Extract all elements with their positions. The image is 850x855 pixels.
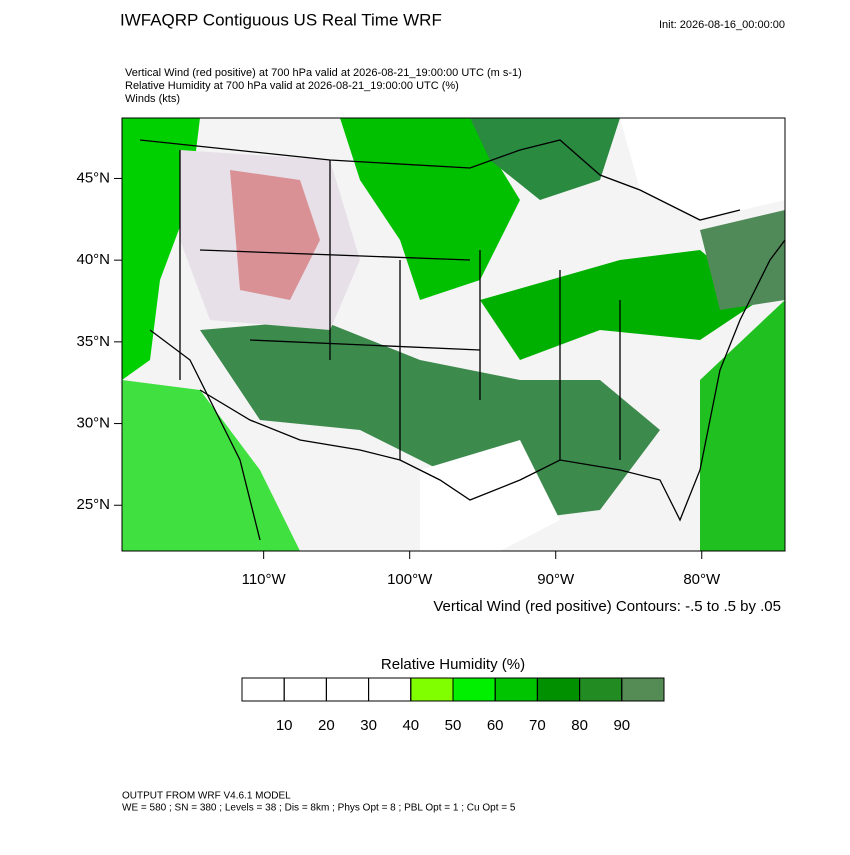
footer: WE = 580 ; SN = 380 ; Levels = 38 ; Dis … (122, 803, 516, 814)
map-frame (121, 117, 786, 552)
colorbar-box (536, 677, 581, 702)
colorbar-tick-label: 60 (487, 717, 504, 734)
humidity-field (122, 118, 785, 551)
colorbar-box (241, 677, 285, 702)
x-tick-label: 80°W (683, 571, 721, 588)
y-tick-label: 25°N (76, 496, 110, 513)
x-tick-label: 110°W (242, 571, 287, 588)
colorbar-tick-label: 70 (529, 717, 546, 734)
colorbar-tick-label: 90 (613, 717, 630, 734)
colorbar-box (283, 677, 327, 702)
y-tick-label: 40°N (76, 251, 110, 268)
boundaries (139, 139, 785, 541)
y-tick-label: 30°N (76, 415, 110, 432)
colorbar-tick-label: 50 (445, 717, 462, 734)
footer: OUTPUT FROM WRF V4.6.1 MODEL (122, 791, 291, 802)
colorbar-box (410, 677, 454, 702)
colorbar-box (325, 677, 370, 702)
x-tick-label: 90°W (537, 571, 575, 588)
colorbar-title: Relative Humidity (%) (381, 656, 525, 673)
colorbar-tick-label: 10 (276, 717, 293, 734)
subtitle: Relative Humidity at 700 hPa valid at 20… (125, 80, 459, 92)
init-time: Init: 2026-08-16_00:00:00 (659, 19, 785, 31)
colorbar-box (368, 677, 412, 702)
y-tick-label: 45°N (76, 169, 110, 186)
subtitle: Winds (kts) (125, 93, 180, 105)
colorbar-tick-label: 30 (360, 717, 377, 734)
colorbar-box (579, 677, 623, 702)
title: IWFAQRP Contiguous US Real Time WRF (120, 10, 442, 29)
colorbar-box (452, 677, 496, 702)
map (121, 117, 786, 552)
colorbar-tick-label: 20 (318, 717, 335, 734)
y-tick-label: 35°N (76, 333, 110, 350)
colorbar-box (494, 677, 538, 702)
x-tick-label: 100°W (387, 571, 433, 588)
contour-note: Vertical Wind (red positive) Contours: -… (433, 598, 781, 615)
colorbar-tick-label: 40 (402, 717, 419, 734)
colorbar-tick-label: 80 (571, 717, 588, 734)
subtitle: Vertical Wind (red positive) at 700 hPa … (125, 67, 522, 79)
colorbar-box (621, 677, 665, 702)
